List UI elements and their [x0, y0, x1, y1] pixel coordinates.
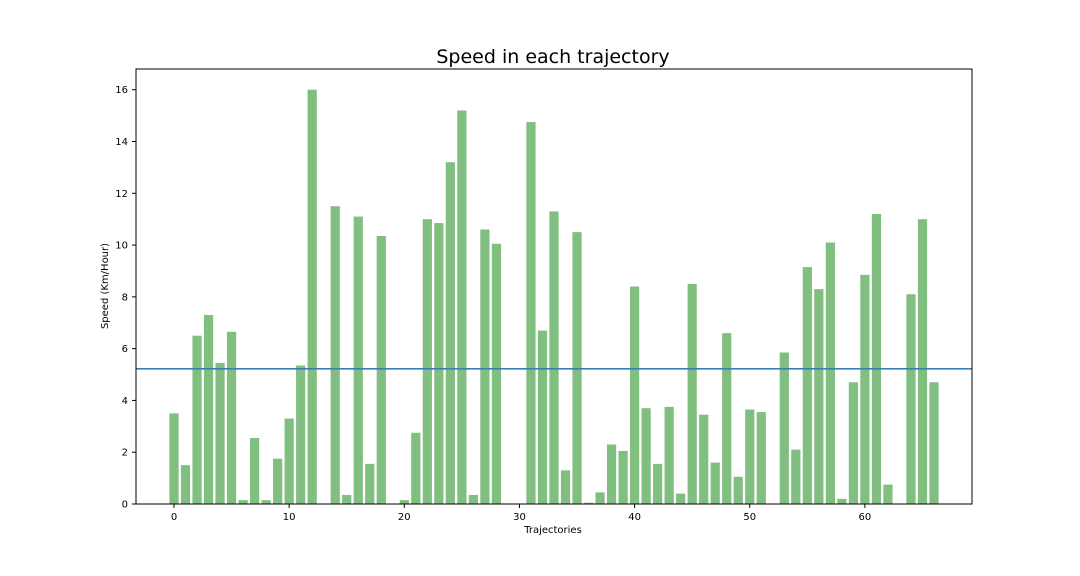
bar	[422, 219, 432, 504]
bar	[883, 484, 893, 504]
bar	[745, 409, 755, 504]
bar	[445, 162, 455, 504]
bar	[929, 382, 939, 504]
y-tick-label: 4	[122, 396, 128, 407]
bar	[169, 413, 179, 504]
bar	[226, 331, 237, 504]
x-tick-label: 40	[628, 512, 641, 523]
bar	[664, 406, 674, 504]
bar	[871, 214, 882, 504]
bar	[180, 465, 191, 504]
y-axis-ticks: 0 2 4 6 8 10 12 14 16	[115, 85, 136, 511]
bar	[215, 362, 225, 504]
bar	[653, 463, 663, 504]
bar	[595, 492, 605, 504]
x-axis-label: Trajectories	[523, 525, 582, 536]
bar	[583, 502, 594, 504]
bar	[537, 330, 548, 504]
bar	[376, 236, 386, 505]
bar	[468, 494, 478, 504]
bar	[250, 437, 260, 504]
x-tick-label: 50	[743, 512, 756, 523]
bar	[779, 352, 789, 504]
bar	[399, 500, 409, 504]
bar	[722, 333, 732, 504]
y-tick-label: 0	[122, 500, 128, 511]
bar	[618, 450, 628, 504]
bar	[296, 365, 306, 504]
bar	[307, 89, 317, 504]
bar	[802, 267, 812, 504]
bar	[906, 294, 916, 504]
bar	[606, 444, 617, 504]
bar	[238, 500, 248, 504]
bar	[917, 219, 928, 504]
bar	[480, 229, 490, 505]
x-tick-label: 0	[171, 512, 177, 523]
bar	[699, 414, 709, 504]
bar	[860, 274, 870, 504]
bar	[825, 242, 835, 504]
bar	[330, 206, 340, 504]
bar	[261, 500, 271, 504]
bar	[814, 289, 824, 504]
y-tick-label: 14	[115, 137, 128, 148]
bar	[353, 216, 363, 504]
x-tick-label: 20	[398, 512, 411, 523]
bar	[549, 211, 559, 505]
x-tick-label: 30	[513, 512, 526, 523]
y-tick-label: 10	[115, 241, 128, 252]
bar	[526, 122, 536, 505]
bar	[791, 449, 801, 504]
bar	[411, 432, 421, 504]
bar	[641, 408, 651, 504]
bar	[676, 493, 686, 504]
bar	[733, 476, 743, 504]
plot-frame	[135, 68, 973, 505]
bar	[491, 243, 502, 504]
bar	[630, 286, 640, 504]
y-tick-label: 8	[122, 292, 128, 303]
y-axis-label: Speed (Km/Hour)	[100, 243, 111, 329]
bars	[169, 89, 939, 505]
chart-title: Speed in each trajectory	[436, 46, 669, 68]
bar	[457, 110, 467, 504]
bar	[273, 458, 283, 504]
bar	[342, 494, 352, 504]
y-tick-label: 6	[122, 344, 128, 355]
bar	[848, 382, 858, 504]
y-tick-label: 2	[122, 448, 128, 459]
bar	[837, 498, 847, 504]
x-axis-ticks: 0 10 20 30 40 50 60	[171, 504, 871, 523]
bar	[434, 223, 444, 504]
x-tick-label: 60	[859, 512, 872, 523]
y-tick-label: 16	[115, 85, 128, 96]
bar	[203, 314, 214, 504]
bar	[687, 283, 697, 504]
y-tick-label: 12	[115, 189, 128, 200]
bar	[560, 470, 571, 504]
bar	[284, 418, 294, 504]
bar	[365, 463, 375, 504]
bar	[192, 335, 202, 504]
x-tick-label: 10	[283, 512, 296, 523]
bar	[756, 412, 766, 504]
bar	[710, 462, 720, 504]
